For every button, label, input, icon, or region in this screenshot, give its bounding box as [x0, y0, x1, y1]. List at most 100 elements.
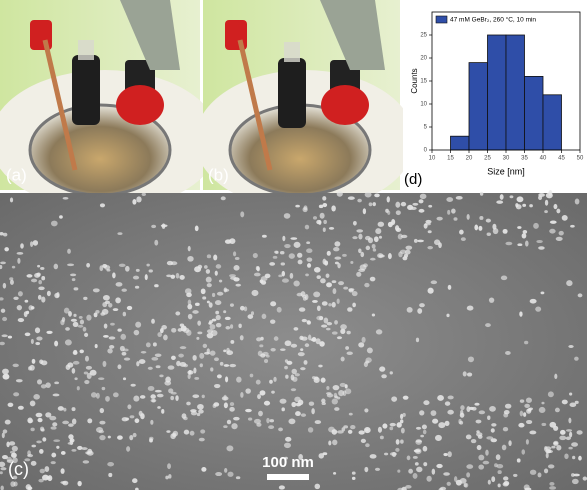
x-tick-label: 25 — [484, 156, 491, 162]
particle — [419, 209, 425, 213]
particle — [305, 343, 309, 347]
particle — [292, 377, 297, 382]
particle — [322, 203, 327, 207]
particle — [96, 427, 103, 433]
particle — [77, 386, 80, 390]
particle — [417, 308, 422, 314]
particle — [340, 324, 347, 330]
particle — [238, 324, 241, 328]
particle — [322, 196, 326, 200]
particle — [278, 275, 282, 278]
particle — [485, 323, 491, 327]
particle — [273, 377, 276, 382]
particle — [262, 235, 267, 238]
particle — [529, 204, 533, 207]
particle — [113, 392, 119, 397]
particle — [570, 225, 575, 228]
particle — [123, 377, 126, 380]
particle — [260, 390, 266, 395]
particle — [130, 415, 135, 418]
particle — [156, 365, 161, 368]
particle — [69, 438, 74, 442]
scale-bar-label: 100 nm — [262, 454, 314, 471]
particle — [202, 395, 205, 399]
particle — [201, 288, 206, 294]
particle — [18, 406, 24, 410]
particle — [550, 221, 557, 224]
particle — [546, 193, 553, 199]
particle — [460, 405, 464, 410]
particle — [467, 214, 470, 220]
particle — [372, 244, 376, 249]
particle — [334, 320, 338, 324]
particle — [122, 417, 128, 421]
particle — [31, 445, 36, 448]
particle — [68, 311, 72, 317]
particle — [195, 303, 200, 306]
particle — [281, 262, 285, 265]
particle — [270, 319, 275, 323]
particle — [388, 253, 392, 259]
particle — [377, 253, 383, 258]
particle — [37, 379, 42, 384]
particle — [416, 338, 419, 343]
particle — [113, 308, 118, 311]
particle — [116, 282, 123, 287]
panel-label: (d) — [404, 171, 422, 188]
particle — [503, 482, 509, 486]
particle — [214, 384, 220, 388]
particle — [463, 371, 467, 376]
particle — [37, 265, 40, 268]
particle — [163, 335, 168, 341]
particle — [289, 253, 295, 259]
particle — [30, 241, 33, 247]
particle — [95, 310, 99, 314]
particle — [326, 273, 330, 278]
particle — [198, 409, 204, 413]
particle — [36, 273, 40, 277]
particle — [170, 396, 174, 400]
particle — [390, 423, 396, 427]
particle — [427, 246, 433, 249]
particle — [73, 322, 79, 327]
particle — [553, 204, 557, 209]
particle — [42, 475, 49, 481]
particle — [188, 246, 191, 251]
particle — [329, 227, 334, 230]
particle — [146, 264, 149, 267]
bar — [469, 63, 488, 150]
particle — [168, 388, 173, 393]
particle — [271, 391, 275, 394]
particle — [223, 310, 226, 313]
particle — [446, 314, 449, 318]
particle — [264, 401, 270, 406]
particle — [72, 407, 76, 411]
particle — [199, 353, 204, 359]
x-tick-label: 40 — [540, 156, 547, 162]
particle — [117, 328, 121, 331]
particle — [337, 263, 340, 268]
particle — [489, 406, 496, 412]
particle — [231, 423, 237, 429]
particle — [467, 373, 472, 377]
particle — [100, 203, 105, 207]
particle — [400, 419, 403, 423]
particle — [360, 264, 367, 270]
particle — [478, 464, 484, 469]
particle — [72, 368, 76, 374]
particle — [40, 267, 44, 270]
particle — [378, 427, 382, 433]
particle — [207, 254, 211, 258]
particle — [68, 442, 74, 445]
particle — [397, 470, 400, 473]
particle — [401, 235, 408, 238]
particle — [370, 258, 376, 261]
particle — [112, 272, 116, 278]
particle — [164, 381, 171, 386]
particle — [122, 352, 127, 356]
particle — [183, 364, 188, 367]
particle — [363, 208, 366, 214]
particle — [456, 196, 463, 200]
particle — [568, 418, 571, 424]
particle — [560, 430, 566, 435]
